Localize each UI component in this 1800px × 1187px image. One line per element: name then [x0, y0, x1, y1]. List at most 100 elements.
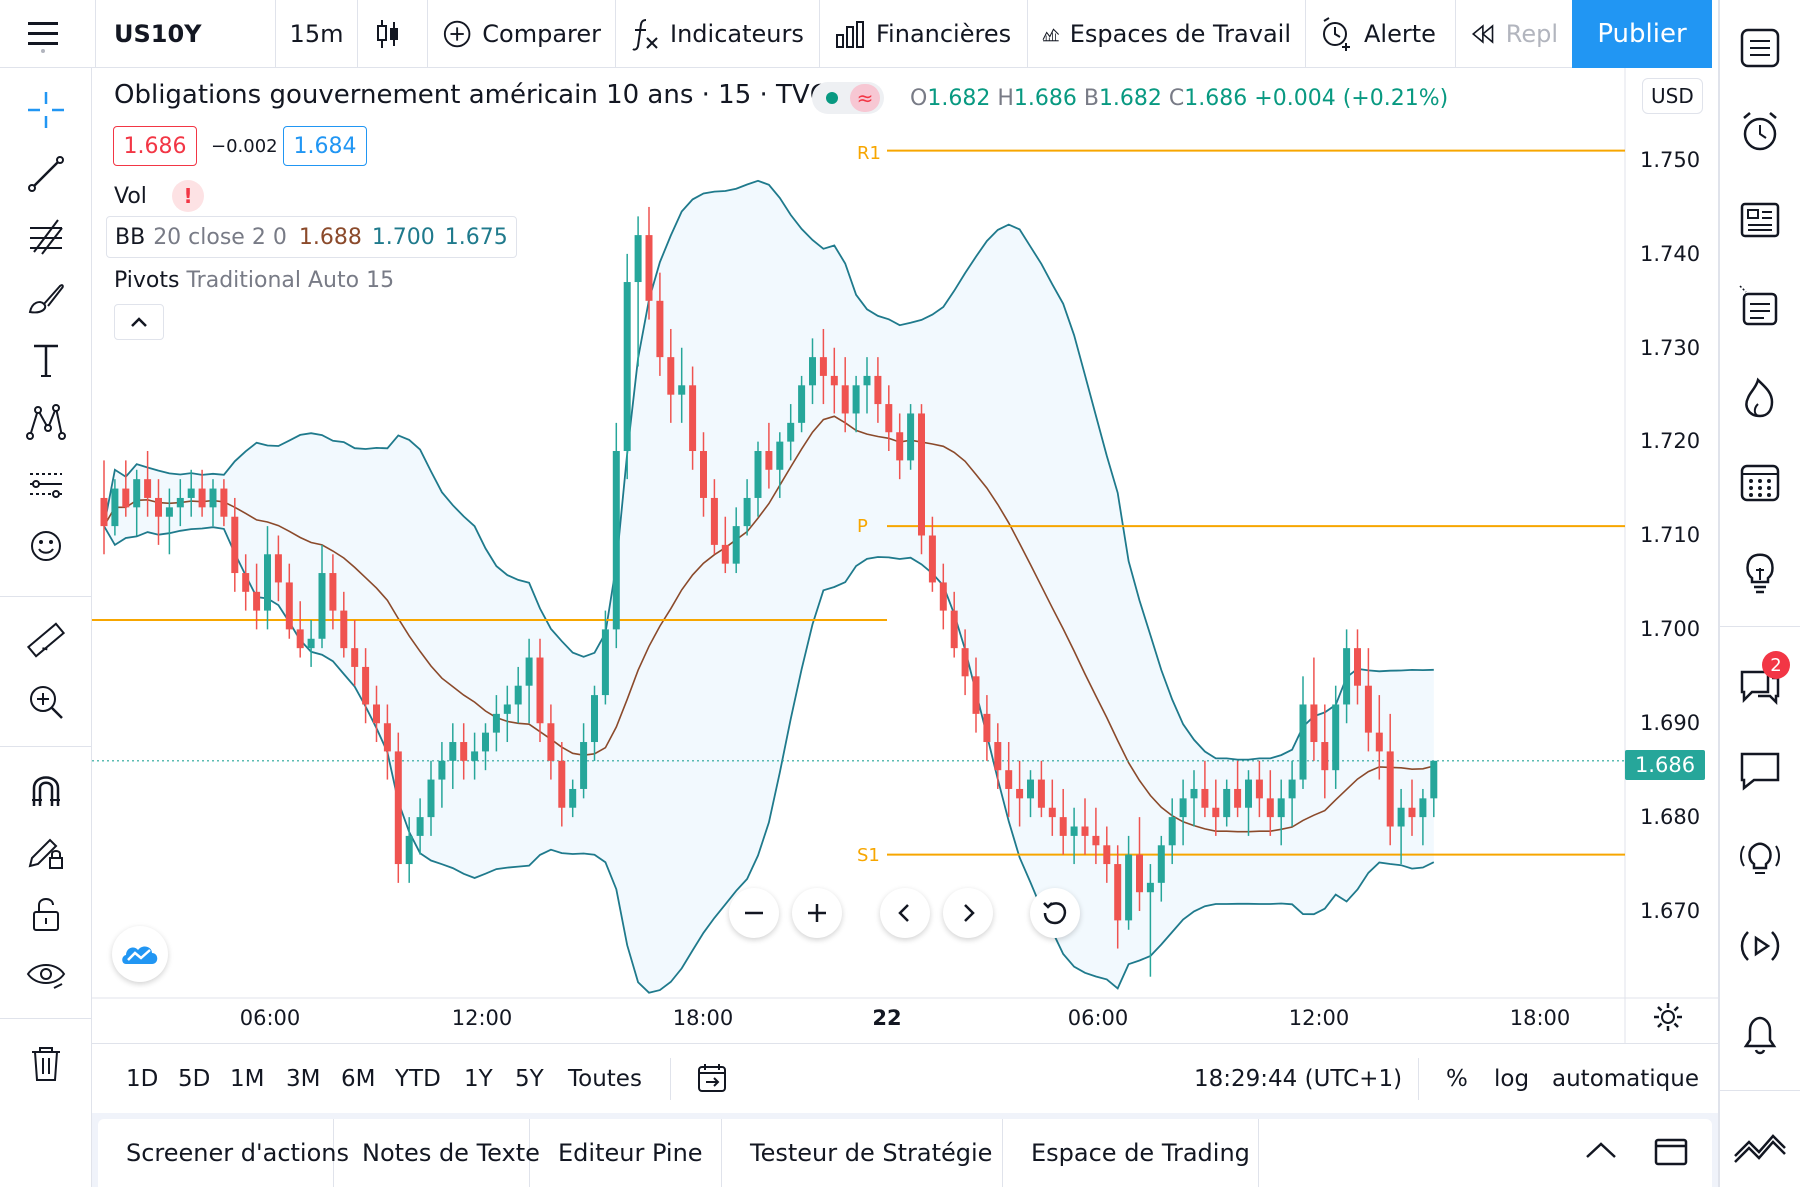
- candle-body: [394, 751, 402, 865]
- hide-drawings-tool[interactable]: [22, 952, 70, 1000]
- trading-panel-button[interactable]: [1732, 1116, 1788, 1172]
- main-menu-button[interactable]: [0, 0, 96, 68]
- publish-button[interactable]: Publier: [1572, 0, 1712, 68]
- volume-warning-icon[interactable]: !: [172, 180, 204, 212]
- trend-line-tool[interactable]: [22, 150, 70, 198]
- smiley-icon: [31, 531, 61, 561]
- range-button[interactable]: 1Y: [464, 1066, 493, 1092]
- candle-body: [972, 676, 980, 714]
- candle-body: [438, 760, 446, 780]
- tradingview-logo-button[interactable]: [112, 926, 168, 982]
- reset-icon: [1043, 902, 1067, 925]
- candle-body: [318, 573, 326, 639]
- chart-type-button[interactable]: [358, 0, 428, 68]
- emoji-tool[interactable]: [22, 522, 70, 570]
- range-button[interactable]: 1D: [126, 1066, 159, 1092]
- workspaces-button[interactable]: Espaces de Travail: [1028, 0, 1306, 68]
- maximize-panel-button[interactable]: [1654, 1137, 1688, 1171]
- log-scale-toggle[interactable]: log: [1494, 1066, 1530, 1092]
- flame-icon: [1745, 377, 1774, 418]
- ideas-button[interactable]: [1732, 544, 1788, 600]
- compare-button[interactable]: Comparer: [428, 0, 616, 68]
- range-button[interactable]: Toutes: [568, 1066, 642, 1092]
- watchlist-button[interactable]: [1732, 20, 1788, 76]
- collapse-legend-button[interactable]: [114, 304, 164, 340]
- alerts-button[interactable]: [1732, 104, 1788, 160]
- zoom-tool[interactable]: [22, 678, 70, 726]
- currency-button[interactable]: USD: [1642, 78, 1703, 114]
- notifications-button[interactable]: [1732, 1006, 1788, 1062]
- calendar-button[interactable]: [1732, 454, 1788, 510]
- measure-tool[interactable]: [22, 616, 70, 664]
- candle-body: [165, 507, 173, 517]
- unlock-icon: [33, 898, 59, 931]
- candle-body: [591, 695, 598, 743]
- candle-body: [1408, 807, 1416, 818]
- scroll-left-button[interactable]: [880, 888, 930, 938]
- private-chats-button[interactable]: [1732, 742, 1788, 798]
- hotlists-button[interactable]: [1732, 370, 1788, 426]
- tab-strategy-tester[interactable]: Testeur de Stratégie: [722, 1119, 1003, 1187]
- candle-body: [1027, 779, 1034, 799]
- price-chart[interactable]: [92, 68, 1718, 1043]
- text-tool[interactable]: [22, 336, 70, 384]
- candle-body: [1386, 751, 1394, 827]
- range-button[interactable]: 1M: [230, 1066, 265, 1092]
- zoom-in-button[interactable]: [792, 888, 842, 938]
- indicators-button[interactable]: Indicateurs: [616, 0, 820, 68]
- symbol-description[interactable]: Obligations gouvernement américain 10 an…: [114, 80, 828, 110]
- close-label: C: [1168, 86, 1185, 111]
- symbol-search-button[interactable]: US10Y: [96, 0, 276, 68]
- range-button[interactable]: 5Y: [515, 1066, 544, 1092]
- candle-body: [907, 413, 915, 461]
- forecast-tool[interactable]: [22, 460, 70, 508]
- news-button[interactable]: [1732, 192, 1788, 248]
- zoom-out-button[interactable]: [729, 888, 779, 938]
- lock-all-tool[interactable]: [22, 890, 70, 938]
- sell-price-button[interactable]: 1.686: [113, 126, 197, 166]
- auto-scale-toggle[interactable]: automatique: [1552, 1066, 1699, 1092]
- tab-pine-editor[interactable]: Editeur Pine: [530, 1119, 722, 1187]
- tab-trading-panel[interactable]: Espace de Trading: [1003, 1119, 1259, 1187]
- candle-body: [1059, 817, 1067, 836]
- tab-text-notes[interactable]: Notes de Texte: [334, 1119, 540, 1187]
- range-button[interactable]: 6M: [341, 1066, 376, 1092]
- alert-button[interactable]: Alerte: [1306, 0, 1456, 68]
- replay-button[interactable]: Repl: [1456, 0, 1572, 68]
- candle-body: [569, 788, 577, 808]
- timezone-clock[interactable]: 18:29:44 (UTC+1): [1194, 1066, 1403, 1092]
- tab-stock-screener[interactable]: Screener d'actions: [98, 1119, 349, 1187]
- broadcast-button[interactable]: [1732, 918, 1788, 974]
- data-window-button[interactable]: [1732, 278, 1788, 334]
- financials-button[interactable]: Financières: [820, 0, 1028, 68]
- candle-body: [1190, 788, 1198, 799]
- candle-body: [1288, 779, 1296, 799]
- fib-tool[interactable]: [22, 212, 70, 260]
- streams-button[interactable]: [1732, 830, 1788, 886]
- lock-drawing-tool[interactable]: [22, 828, 70, 876]
- remove-drawings-tool[interactable]: [22, 1040, 70, 1088]
- chart-pane[interactable]: [92, 68, 1718, 1043]
- chart-settings-button[interactable]: [1653, 1002, 1683, 1036]
- list-icon: [1740, 28, 1780, 68]
- crosshair-tool[interactable]: [22, 86, 70, 134]
- expand-panel-button[interactable]: [1584, 1139, 1618, 1165]
- scroll-right-button[interactable]: [943, 888, 993, 938]
- range-button[interactable]: YTD: [395, 1066, 441, 1092]
- pattern-tool[interactable]: [22, 398, 70, 446]
- volume-indicator-label[interactable]: Vol: [114, 184, 147, 209]
- pivots-legend[interactable]: Pivots Traditional Auto 15: [114, 268, 394, 293]
- bollinger-legend[interactable]: BB 20 close 2 0 1.688 1.700 1.675: [106, 216, 517, 258]
- range-button[interactable]: 5D: [178, 1066, 211, 1092]
- buy-price-button[interactable]: 1.684: [283, 126, 367, 166]
- reset-chart-button[interactable]: [1030, 888, 1080, 938]
- interval-button[interactable]: 15m: [276, 0, 358, 68]
- market-status[interactable]: ≈: [812, 82, 884, 114]
- brush-tool[interactable]: [22, 274, 70, 322]
- candle-body: [721, 544, 729, 564]
- magnet-tool[interactable]: [22, 766, 70, 814]
- candle-body: [1245, 779, 1252, 808]
- percent-scale-toggle[interactable]: %: [1446, 1066, 1468, 1092]
- range-button[interactable]: 3M: [286, 1066, 321, 1092]
- go-to-date-button[interactable]: [696, 1062, 728, 1098]
